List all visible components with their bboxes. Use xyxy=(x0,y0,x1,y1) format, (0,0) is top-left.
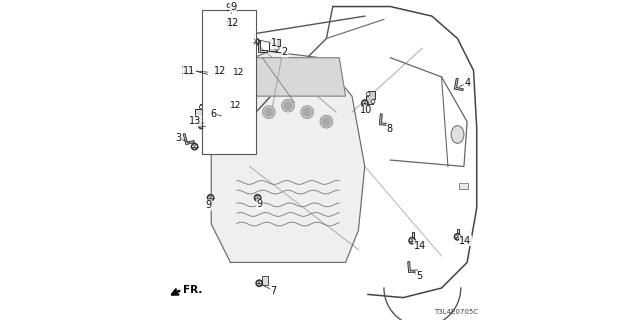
Text: 6: 6 xyxy=(211,109,217,119)
Circle shape xyxy=(282,99,294,112)
Text: 12: 12 xyxy=(233,68,244,76)
Text: T3L4E0705C: T3L4E0705C xyxy=(435,309,478,315)
Circle shape xyxy=(193,145,196,148)
Polygon shape xyxy=(412,232,420,243)
Circle shape xyxy=(276,47,278,49)
Circle shape xyxy=(367,92,370,95)
Text: 9: 9 xyxy=(230,2,236,12)
Text: 13: 13 xyxy=(189,116,202,126)
Circle shape xyxy=(301,106,314,118)
Text: 11: 11 xyxy=(184,66,196,76)
Bar xyxy=(262,276,268,285)
Circle shape xyxy=(221,111,225,115)
Polygon shape xyxy=(365,91,375,104)
Circle shape xyxy=(271,40,273,42)
Text: 8: 8 xyxy=(387,124,393,134)
Bar xyxy=(200,104,204,109)
Text: 9: 9 xyxy=(257,199,263,209)
Circle shape xyxy=(227,19,230,22)
Circle shape xyxy=(198,122,205,129)
Circle shape xyxy=(409,237,415,244)
Circle shape xyxy=(220,71,223,74)
Circle shape xyxy=(456,235,459,238)
Circle shape xyxy=(363,101,366,105)
Circle shape xyxy=(201,106,203,108)
Text: 12: 12 xyxy=(214,66,227,76)
Circle shape xyxy=(256,196,259,199)
Circle shape xyxy=(226,18,232,24)
Text: 3: 3 xyxy=(175,133,182,143)
Circle shape xyxy=(200,105,204,109)
Polygon shape xyxy=(454,78,463,91)
Circle shape xyxy=(243,115,256,128)
Circle shape xyxy=(271,39,274,43)
Circle shape xyxy=(410,239,413,242)
Circle shape xyxy=(225,80,227,81)
Polygon shape xyxy=(237,58,346,96)
Circle shape xyxy=(371,100,374,103)
Circle shape xyxy=(284,102,292,109)
Text: 4: 4 xyxy=(464,78,470,88)
Bar xyxy=(202,10,256,154)
Circle shape xyxy=(265,108,273,116)
Text: 9: 9 xyxy=(226,3,232,13)
Circle shape xyxy=(320,115,333,128)
Circle shape xyxy=(372,101,374,102)
Circle shape xyxy=(253,38,259,45)
Text: 5: 5 xyxy=(416,271,422,281)
Circle shape xyxy=(323,118,330,125)
Polygon shape xyxy=(269,38,280,51)
Polygon shape xyxy=(458,228,465,239)
Polygon shape xyxy=(380,114,388,125)
Text: 9: 9 xyxy=(205,200,212,210)
Circle shape xyxy=(227,19,230,22)
Circle shape xyxy=(225,79,228,82)
Text: 14: 14 xyxy=(460,236,472,246)
Circle shape xyxy=(454,234,461,240)
Polygon shape xyxy=(220,70,228,83)
Circle shape xyxy=(222,112,223,114)
Text: FR.: FR. xyxy=(183,285,202,295)
Circle shape xyxy=(246,118,253,125)
Polygon shape xyxy=(183,134,195,145)
Ellipse shape xyxy=(451,126,464,143)
Bar xyxy=(460,183,468,188)
Polygon shape xyxy=(217,103,225,115)
Circle shape xyxy=(217,104,220,107)
Circle shape xyxy=(303,108,311,116)
Text: 11: 11 xyxy=(181,66,194,76)
Text: 10: 10 xyxy=(360,106,372,116)
Circle shape xyxy=(209,196,212,199)
Circle shape xyxy=(262,106,275,118)
Polygon shape xyxy=(258,40,267,52)
Text: 12: 12 xyxy=(230,101,242,110)
Text: 12: 12 xyxy=(227,18,239,28)
Circle shape xyxy=(191,143,198,150)
Circle shape xyxy=(200,124,204,127)
Polygon shape xyxy=(408,261,417,273)
Text: 14: 14 xyxy=(413,241,426,251)
Circle shape xyxy=(362,100,368,106)
Text: 1: 1 xyxy=(271,38,276,48)
Circle shape xyxy=(256,280,262,286)
Circle shape xyxy=(218,105,220,106)
Circle shape xyxy=(221,72,223,73)
Circle shape xyxy=(276,47,279,50)
Circle shape xyxy=(255,195,261,201)
Circle shape xyxy=(367,93,369,95)
Circle shape xyxy=(207,195,214,201)
Polygon shape xyxy=(211,51,365,262)
Circle shape xyxy=(226,18,232,24)
Circle shape xyxy=(258,282,261,285)
Text: 2: 2 xyxy=(282,47,288,57)
Text: 7: 7 xyxy=(271,285,276,296)
Bar xyxy=(195,109,208,119)
Circle shape xyxy=(255,40,258,43)
